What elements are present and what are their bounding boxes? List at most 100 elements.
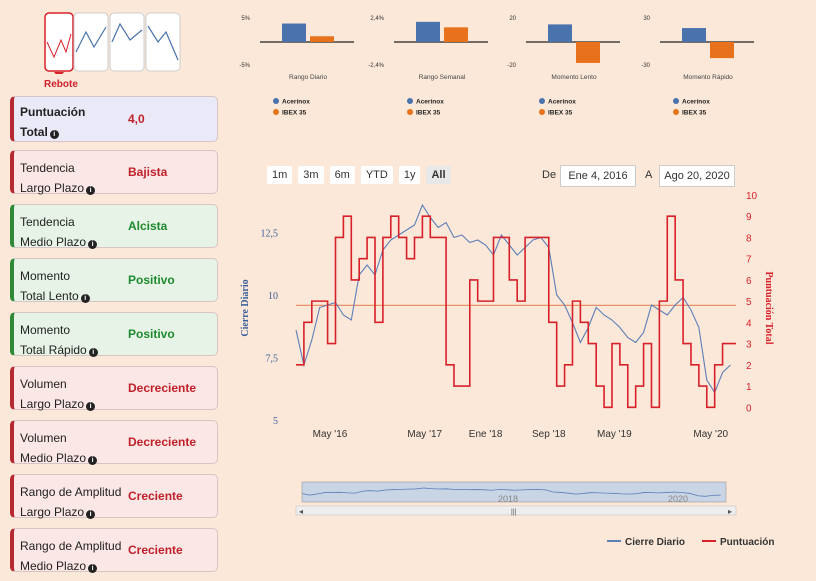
y-left-tick: 12,5 — [261, 229, 279, 240]
card-value: Creciente — [128, 489, 183, 503]
info-icon[interactable]: i — [88, 240, 98, 249]
info-icon[interactable]: i — [88, 348, 98, 357]
mini-tick-bottom: -30 — [641, 63, 650, 69]
info-icon[interactable]: i — [86, 510, 96, 519]
range-selector: 1m 3m 6m YTD 1y All — [267, 166, 451, 184]
mini-legend-dot — [539, 98, 545, 104]
y-left-tick: 5 — [273, 416, 278, 427]
pattern-thumbnails[interactable] — [44, 12, 182, 74]
range-button-ytd[interactable]: YTD — [360, 166, 393, 184]
pattern-thumb-rebote-line — [46, 33, 72, 59]
mini-chart-momento-lento: 20 -20 Momento Lento Acerinox IBEX 35 — [507, 16, 620, 117]
mini-chart-title: Rango Diario — [289, 74, 327, 81]
mini-legend-label: IBEX 35 — [282, 110, 307, 117]
info-icon[interactable]: i — [88, 564, 98, 573]
info-icon[interactable]: i — [49, 130, 59, 139]
y-right-tick: 5 — [746, 297, 752, 308]
y-left-title: Cierre Diario — [240, 279, 251, 336]
navigator-scrollbar — [295, 505, 737, 516]
card-momento-rapido[interactable]: Momento Total Rápido i Positivo — [10, 312, 218, 357]
x-tick: Sep '18 — [532, 429, 566, 440]
mini-legend-label: IBEX 35 — [682, 110, 707, 117]
card-value: Decreciente — [128, 381, 197, 395]
navigator-year-2020: 2020 — [668, 494, 688, 504]
x-tick: May '20 — [693, 429, 728, 440]
main-price-chart[interactable]: Cierre Diario Puntuación Total 5 7,5 10 12,5 0… — [236, 180, 781, 525]
card-value: Creciente — [128, 543, 183, 557]
mini-chart-momento-rapido: 30 -30 Momento Rápido Acerinox IBEX 35 — [641, 16, 754, 117]
scroll-left-icon: ◂ — [299, 507, 303, 516]
card-label-2: Total Rápido — [20, 343, 87, 357]
card-value: Decreciente — [128, 435, 197, 449]
legend-puntuacion[interactable]: Puntuación — [702, 537, 774, 548]
card-value: Positivo — [128, 327, 175, 341]
mini-chart-title: Rango Semanal — [419, 74, 466, 81]
mini-bar-ibex-35 — [576, 42, 600, 63]
card-tendencia-medio[interactable]: Tendencia Medio Plazo i Alcista — [10, 204, 218, 249]
card-label-2: Largo Plazo — [20, 505, 85, 519]
info-icon[interactable]: i — [86, 402, 96, 411]
card-volumen-medio[interactable]: Volumen Medio Plazo i Decreciente — [10, 420, 218, 465]
y-left-tick: 10 — [268, 291, 278, 302]
card-value: Bajista — [128, 165, 168, 179]
range-button-1m[interactable]: 1m — [267, 166, 293, 184]
card-label-1: Puntuación — [20, 105, 86, 119]
mini-legend-dot — [273, 109, 279, 115]
mini-legend-label: Acerinox — [682, 99, 710, 106]
card-label-2: Total Lento — [20, 289, 79, 303]
card-momento-lento[interactable]: Momento Total Lento i Positivo — [10, 258, 218, 303]
mini-legend-label: Acerinox — [548, 99, 576, 106]
y-right-tick: 8 — [746, 233, 752, 244]
mini-chart-rango-semanal: 2,4% -2,4% Rango Semanal Acerinox IBEX 35 — [368, 16, 488, 117]
card-label-2: Medio Plazo — [20, 559, 87, 573]
card-rango-medio[interactable]: Rango de Amplitud Medio Plazo i Creciente — [10, 528, 218, 573]
mini-bar-acerinox — [282, 23, 306, 42]
pattern-label: Rebote — [44, 79, 78, 90]
card-label-1: Rango de Amplitud — [20, 539, 122, 553]
card-value: 4,0 — [128, 112, 145, 126]
card-label-1: Tendencia — [20, 161, 75, 175]
pattern-selected-marker — [54, 72, 64, 74]
navigator[interactable]: 2018 2020 ◂ ▸ ||| — [295, 481, 737, 516]
series-cierre-diario — [295, 203, 731, 394]
mini-legend-label: Acerinox — [282, 99, 310, 106]
mini-bar-ibex-35 — [444, 27, 468, 42]
card-label-1: Volumen — [20, 377, 67, 391]
scroll-right-icon: ▸ — [728, 507, 732, 516]
mini-tick-bottom: -20 — [507, 63, 516, 69]
card-tendencia-largo[interactable]: Tendencia Largo Plazo i Bajista — [10, 150, 218, 195]
y-right-tick: 4 — [746, 318, 752, 329]
mini-tick-bottom: -2,4% — [368, 63, 384, 69]
mini-bar-acerinox — [682, 28, 706, 42]
range-button-all[interactable]: All — [426, 166, 451, 184]
mini-tick-top: 5% — [241, 16, 250, 22]
legend-cierre-label: Cierre Diario — [625, 537, 686, 548]
card-puntuacion-total[interactable]: Puntuación Total i 4,0 — [10, 96, 218, 142]
range-button-6m[interactable]: 6m — [329, 166, 355, 184]
date-from-input[interactable]: Ene 4, 2016 — [560, 165, 636, 187]
legend-cierre[interactable]: Cierre Diario — [607, 537, 685, 548]
y-left-tick: 7,5 — [266, 354, 279, 365]
card-label-2: Medio Plazo — [20, 451, 87, 465]
mini-bar-acerinox — [416, 21, 440, 42]
mini-bar-ibex-35 — [710, 42, 734, 59]
range-button-3m[interactable]: 3m — [298, 166, 324, 184]
date-to-input[interactable]: Ago 20, 2020 — [659, 165, 735, 187]
y-right-tick: 10 — [746, 191, 758, 202]
navigator-series — [301, 487, 721, 497]
mini-chart-title: Momento Rápido — [683, 74, 733, 81]
info-icon[interactable]: i — [86, 186, 96, 195]
date-to-label: A — [645, 169, 653, 181]
range-button-1y[interactable]: 1y — [398, 166, 421, 184]
mini-chart-rango-diario: 5% -5% Rango Diario Acerinox IBEX 35 — [239, 16, 354, 117]
info-icon[interactable]: i — [80, 294, 90, 303]
mini-legend-dot — [539, 109, 545, 115]
card-volumen-largo[interactable]: Volumen Largo Plazo i Decreciente — [10, 366, 218, 411]
pattern-thumb-rebote — [44, 12, 74, 72]
pattern-thumb-3 — [109, 12, 145, 72]
card-label-2: Largo Plazo — [20, 181, 85, 195]
x-tick: May '16 — [313, 429, 348, 440]
series-puntuacion — [296, 215, 736, 409]
card-rango-largo[interactable]: Rango de Amplitud Largo Plazo i Creciente — [10, 474, 218, 519]
info-icon[interactable]: i — [88, 456, 98, 465]
